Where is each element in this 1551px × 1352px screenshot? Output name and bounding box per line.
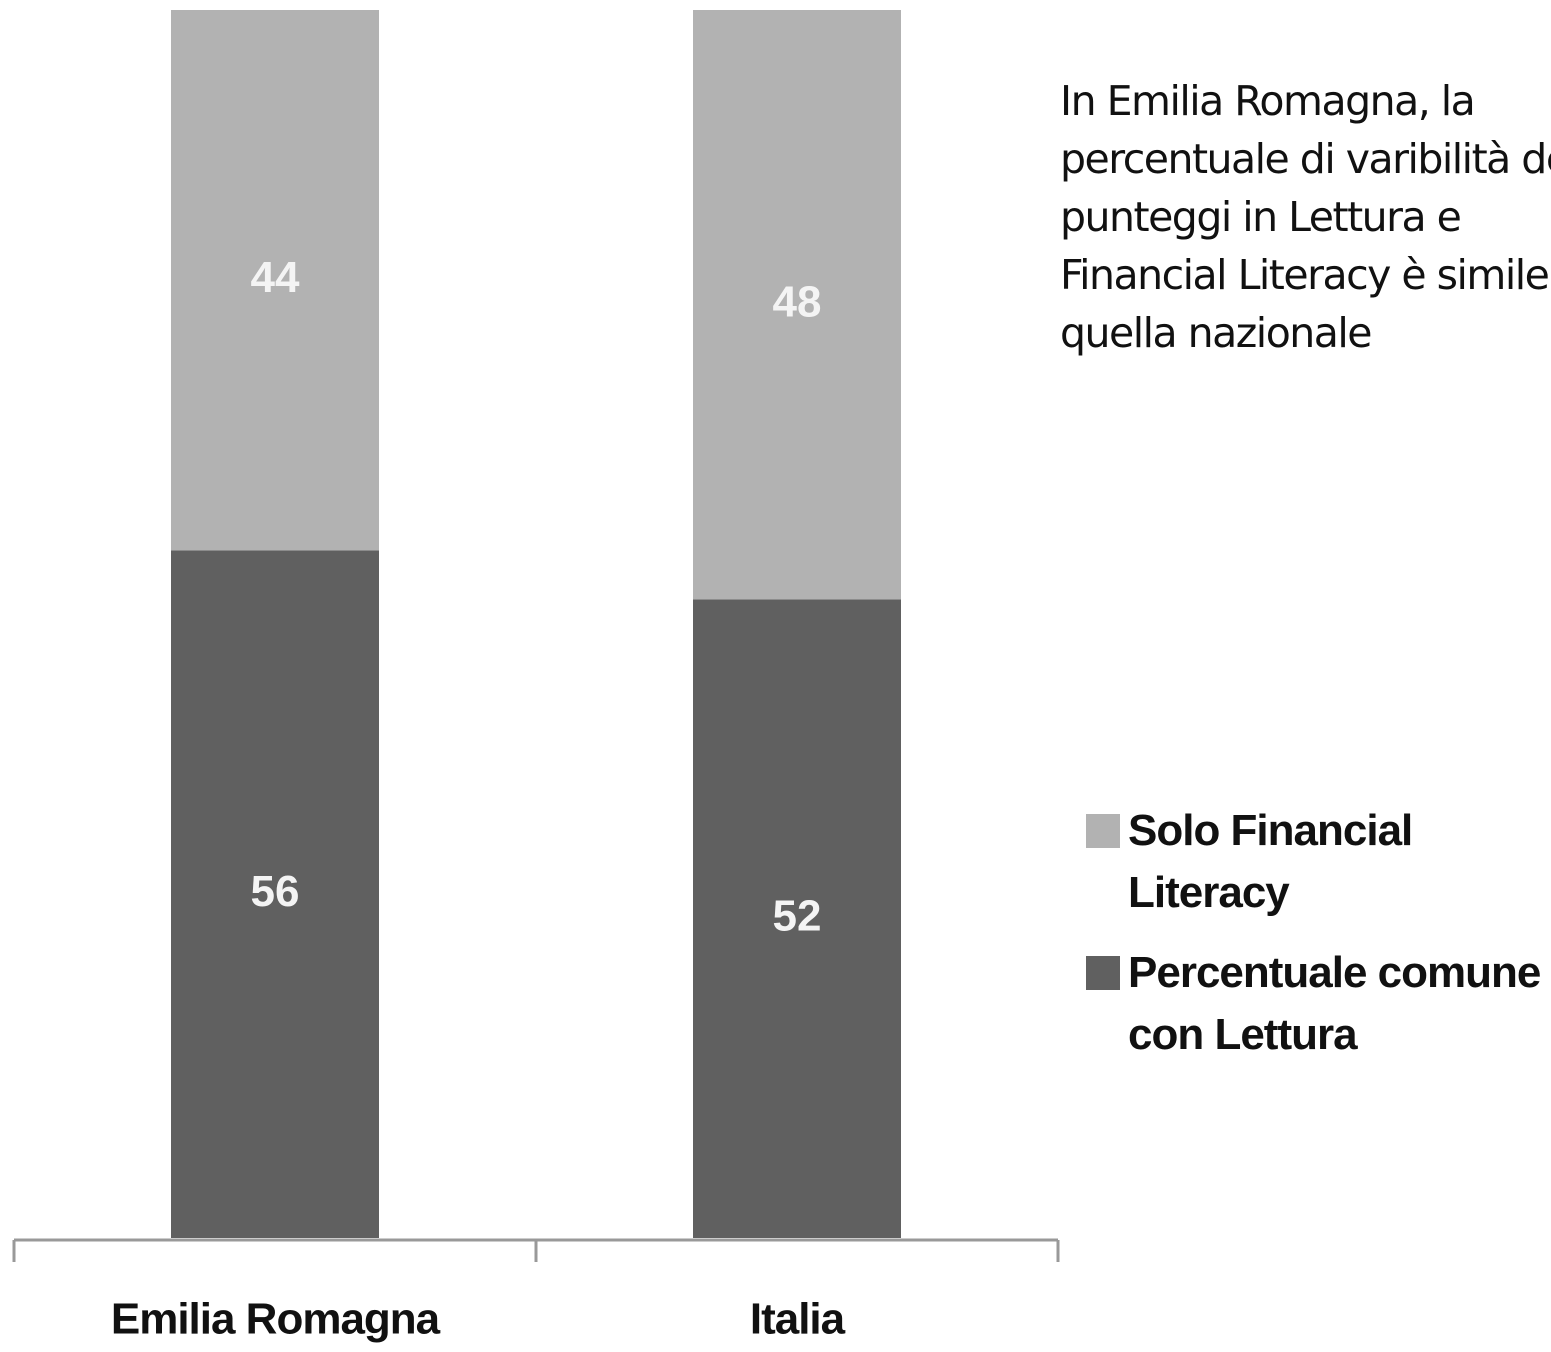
legend-item: Percentuale comune con Lettura: [1086, 942, 1551, 1066]
legend-item: Solo Financial Literacy: [1086, 800, 1551, 924]
chart: Emilia Romagna 56 44 Italia 52 48: [12, 10, 1060, 1344]
data-label: 44: [251, 253, 300, 302]
legend-swatch: [1086, 956, 1120, 990]
legend-label: Percentuale comune con Lettura: [1128, 948, 1541, 1059]
data-label: 48: [773, 277, 822, 326]
annotation: In Emilia Romagna, la percentuale di var…: [1060, 77, 1551, 357]
bar-segment: [693, 599, 901, 1238]
data-label: 52: [773, 891, 822, 940]
bar-segment: [171, 550, 379, 1238]
x-tick-label: Emilia Romagna: [111, 1295, 441, 1344]
data-label: 56: [251, 867, 300, 916]
x-tick-label: Italia: [750, 1295, 846, 1344]
legend-swatch: [1086, 814, 1120, 848]
bar-segment: [171, 10, 379, 551]
bar-segment: [693, 10, 901, 600]
legend: Solo Financial Literacy Percentuale comun…: [1086, 800, 1551, 1084]
legend-label: Solo Financial Literacy: [1128, 806, 1413, 917]
